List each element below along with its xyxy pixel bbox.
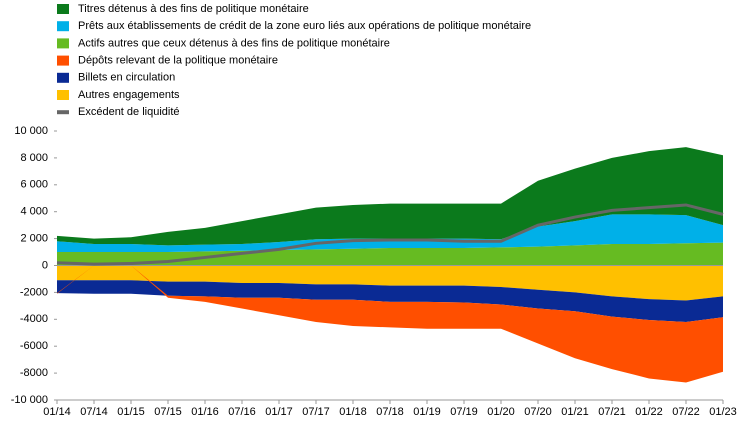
legend-label: Prêts aux établissements de crédit de la… (78, 20, 531, 32)
legend-swatch (57, 38, 69, 49)
legend-label: Actifs autres que ceux détenus à des fin… (78, 37, 390, 49)
x-tick-label: 01/19 (413, 406, 441, 418)
legend-swatch (57, 55, 69, 66)
x-tick-label: 01/18 (339, 406, 367, 418)
legend-label: Titres détenus à des fins de politique m… (78, 3, 309, 15)
y-tick-label: 2 000 (20, 233, 48, 245)
x-tick-label: 01/23 (709, 406, 737, 418)
legend-label: Excédent de liquidité (78, 106, 180, 118)
x-tick-label: 07/19 (450, 406, 478, 418)
x-tick-label: 01/17 (265, 406, 293, 418)
x-tick-label: 07/15 (154, 406, 182, 418)
y-tick-label: -2000 (20, 286, 48, 298)
legend-label: Dépôts relevant de la politique monétair… (78, 55, 278, 67)
x-tick-label: 07/22 (672, 406, 700, 418)
y-tick-label: -6000 (20, 340, 48, 352)
area (57, 242, 723, 266)
area (57, 265, 723, 301)
x-tick-label: 07/17 (302, 406, 330, 418)
legend-swatch (57, 72, 69, 83)
y-tick-label: 0 (42, 259, 48, 271)
x-tick-label: 01/22 (635, 406, 663, 418)
legend-label: Billets en circulation (78, 72, 175, 84)
x-tick-label: 01/16 (191, 406, 219, 418)
legend-swatch (57, 90, 69, 100)
y-tick-label: 6 000 (20, 179, 48, 191)
y-tick-label: -10 000 (11, 394, 48, 406)
x-tick-label: 07/14 (80, 406, 108, 418)
x-tick-label: 01/21 (561, 406, 589, 418)
area (57, 214, 723, 253)
y-tick-label: 4 000 (20, 206, 48, 218)
x-tick-label: 01/14 (43, 406, 71, 418)
x-tick-label: 01/20 (487, 406, 515, 418)
legend-swatch (57, 110, 69, 115)
y-tick-label: -8000 (20, 367, 48, 379)
x-tick-label: 07/16 (228, 406, 256, 418)
y-tick-label: -4000 (20, 313, 48, 325)
x-tick-label: 01/15 (117, 406, 145, 418)
area (57, 280, 723, 322)
legend-label: Autres engagements (78, 89, 180, 101)
x-tick-label: 07/18 (376, 406, 404, 418)
area (57, 265, 723, 383)
y-tick-label: 10 000 (14, 125, 48, 137)
line (56, 203, 724, 266)
y-tick-label: 8 000 (20, 152, 48, 164)
x-tick-label: 07/21 (598, 406, 626, 418)
x-tick-label: 07/20 (524, 406, 552, 418)
legend-swatch (57, 21, 69, 32)
legend-swatch (57, 4, 69, 14)
